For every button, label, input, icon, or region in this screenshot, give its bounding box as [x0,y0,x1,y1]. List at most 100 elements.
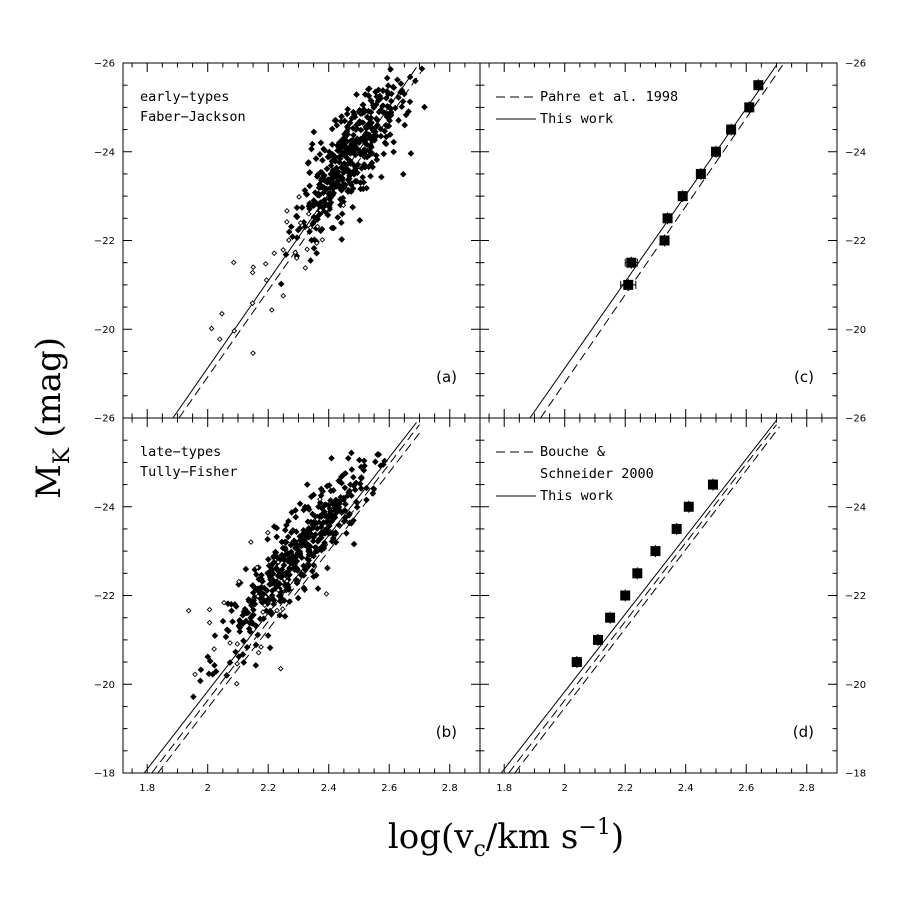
scatter-point-filled [240,659,248,666]
scatter-point-filled [309,140,316,148]
scatter-point-open [248,539,254,545]
scatter-point-filled [321,196,328,204]
scatter-point-filled [264,632,272,639]
scatter-point-filled [382,111,390,118]
scatter-point-filled [374,97,382,105]
scatter-point-filled [330,486,337,494]
scatter-point-filled [339,194,347,202]
scatter-point-filled [211,632,219,639]
scatter-point-filled [347,481,354,488]
scatter-point-open [234,660,241,667]
scatter-point-filled [231,601,239,608]
y-tick-label-bottom: −26 [845,414,866,425]
scatter-point-filled [421,103,428,111]
scatter-point-filled [363,113,371,121]
scatter-point-filled [311,513,319,520]
scatter-point-filled [322,208,329,216]
legend-label: Bouche & [540,444,606,460]
scatter-point-filled [334,168,342,175]
scatter-point-filled [310,213,318,221]
scatter-point-filled [359,173,366,181]
scatter-point-filled [292,513,300,521]
x-tick-label: 2.6 [381,783,397,794]
y-tick-label: −24 [845,147,866,158]
scatter-point-filled [344,492,352,499]
binned-point [695,168,706,179]
scatter-point-filled [276,597,284,605]
scatter-point-filled [303,481,311,488]
scatter-point-filled [357,151,364,158]
scatter-point-filled [323,165,331,173]
scatter-point-filled [306,200,313,207]
scatter-point-filled [286,564,293,572]
scatter-point-filled [320,545,328,552]
scatter-point-filled [336,500,343,507]
scatter-point-filled [340,471,347,478]
y-tick-label: −22 [845,236,866,247]
scatter-point-filled [387,110,395,118]
panel-d: 1.8 2 2.2 2.4 2.6 2.8 −18 −20 −22 −24 Bouche & Schn… [479,417,866,794]
scatter-point-filled [341,506,349,514]
scatter-point-open [206,619,213,626]
scatter-point-open [274,607,280,614]
scatter-point-filled [363,484,370,492]
scatter-point-filled [348,466,356,473]
scatter-point-filled [334,147,341,154]
scatter-point-filled [301,223,309,231]
scatter-point-filled [334,178,341,185]
scatter-point-filled [248,602,255,609]
scatter-point-filled [344,105,351,113]
scatter-point-filled [240,637,247,645]
scatter-point-filled [275,555,282,562]
scatter-point-filled [394,76,401,84]
scatter-point-filled [289,233,296,240]
scatter-point-filled [320,172,328,179]
scatter-point-filled [245,597,253,605]
x-tick-label: 2.8 [799,783,815,794]
scatter-point-filled [366,115,373,123]
scatter-point-filled [352,479,360,487]
scatter-point-filled [300,572,308,579]
scatter-point-filled [339,139,346,147]
scatter-point-filled [346,149,354,157]
dashed-fit-line [151,424,420,773]
scatter-point-filled [374,121,381,129]
scatter-point-filled [348,449,355,457]
scatter-point-filled [406,98,414,106]
scatter-point-filled [373,93,381,100]
scatter-point-filled [296,500,304,508]
scatter-point-open [284,208,290,214]
scatter-point-filled [316,512,324,520]
scatter-point-filled [282,251,290,258]
panel-label: (a) [436,368,457,386]
scatter-point-filled [277,592,284,599]
scatter-point-filled [399,170,407,178]
binned-point [571,657,582,668]
scatter-point-filled [337,196,344,203]
scatter-point-filled [321,508,328,516]
scatter-point-filled [346,119,354,127]
scatter-point-filled [317,139,325,147]
scatter-point-filled [232,648,239,656]
scatter-point-filled [253,571,260,578]
scatter-point-filled [292,576,300,584]
scatter-point-filled [324,176,332,184]
scatter-point-filled [344,124,352,132]
scatter-point-filled [294,226,302,234]
panel-plot-area [143,422,423,773]
scatter-point-filled [367,97,375,105]
scatter-point-filled [326,519,334,527]
binned-point [707,479,718,490]
scatter-point-open [192,671,198,678]
scatter-point-open [260,609,266,615]
legend-label: Pahre et al. 1998 [540,89,678,105]
binned-point [605,612,616,623]
scatter-point-filled [322,199,329,207]
scatter-point-filled [264,535,271,543]
legend-label: This work [540,111,613,127]
scatter-point-filled [412,77,419,85]
scatter-point-open [250,350,256,357]
scatter-point-filled [309,510,316,518]
y-axis-title-sub: K [50,447,75,464]
scatter-point-filled [354,161,362,168]
